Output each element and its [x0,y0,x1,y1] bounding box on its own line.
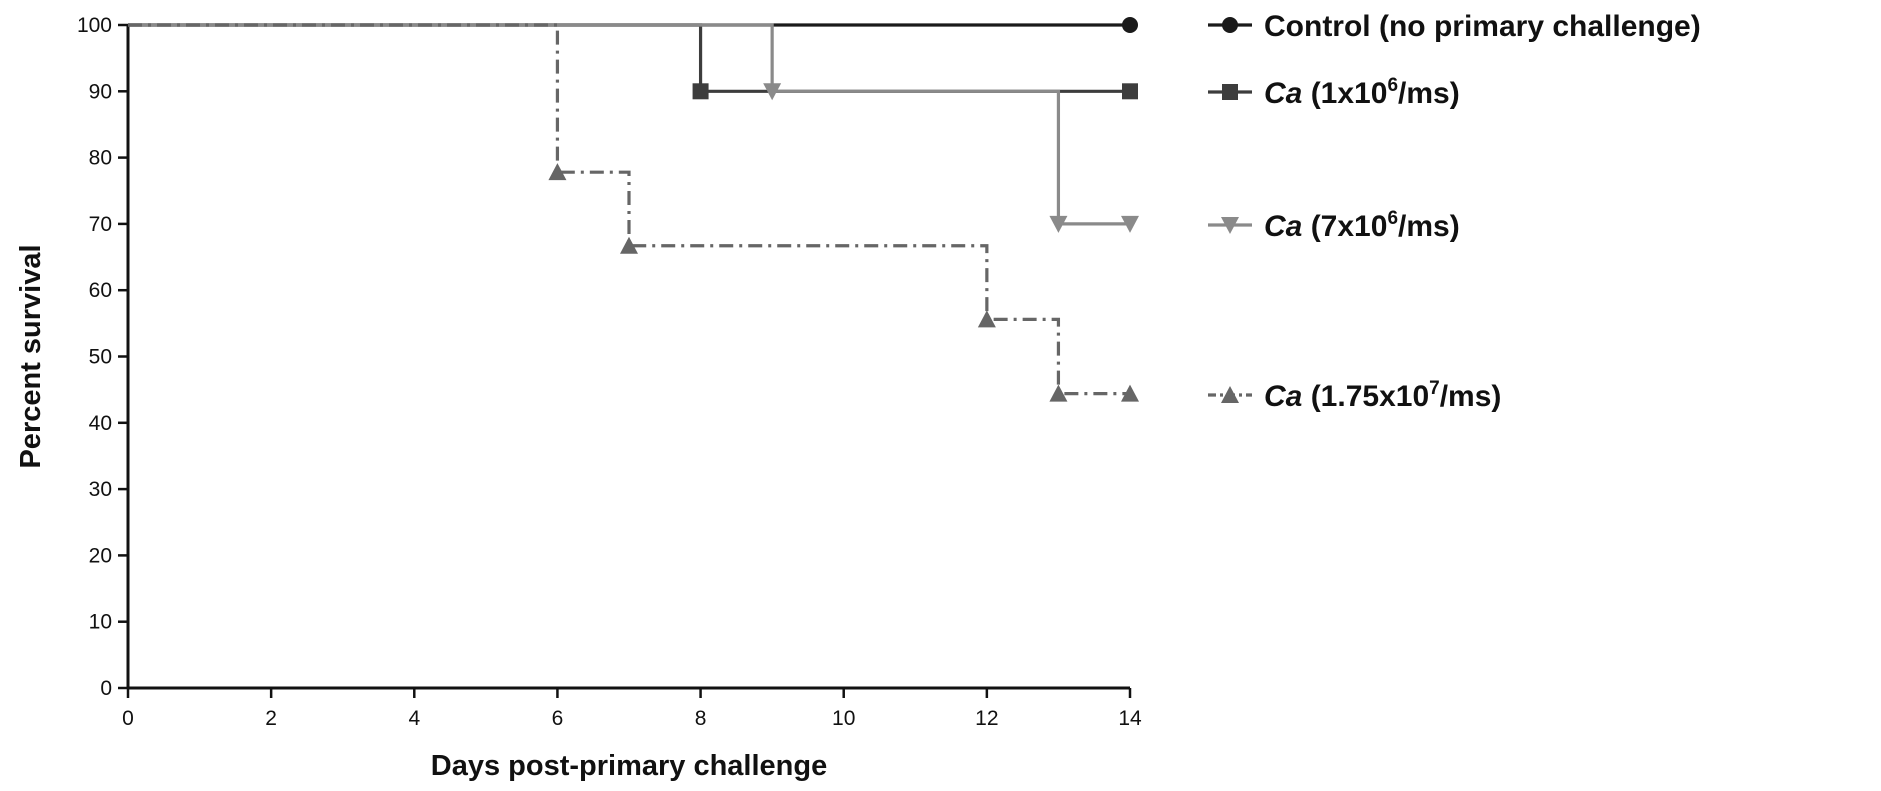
x-tick-label: 4 [408,707,420,730]
legend-marker [1221,386,1239,403]
y-tick-label: 70 [89,213,112,236]
data-point [1122,17,1138,33]
y-tick-label: 10 [89,611,112,634]
x-tick-label: 10 [832,707,855,730]
legend-item-1: Control (no primary challenge) [1208,10,1701,43]
x-tick-label: 0 [122,707,134,730]
data-point [1049,215,1068,233]
y-tick-label: 90 [89,80,112,103]
legend-item-2: Ca (1x106/ms) [1208,75,1460,110]
y-tick-label: 60 [89,279,112,302]
y-axis-title: Percent survival [15,244,47,468]
x-tick-label: 8 [695,707,707,730]
series-2 [128,23,1138,100]
x-tick-label: 2 [265,707,277,730]
plot-area [128,17,1139,402]
y-tick-label: 100 [77,14,112,37]
legend-label: Ca (7x106/ms) [1264,208,1460,243]
data-point [1121,215,1139,233]
y-tick-label: 50 [89,346,112,369]
data-point [548,163,567,181]
legend: Control (no primary challenge) Ca (1x106/… [1208,10,1701,413]
data-point [1121,384,1139,402]
data-point [977,310,996,328]
data-point [1122,83,1138,100]
y-tick-label: 0 [100,677,112,700]
data-point [692,83,709,100]
series-line-4 [128,23,1130,396]
x-axis-title: Days post-primary challenge [431,750,827,782]
series-line-2 [128,23,1130,93]
x-tick-label: 6 [552,707,564,730]
x-tick-label: 14 [1118,707,1142,730]
legend-label: Control (no primary challenge) [1264,10,1701,43]
legend-marker [1222,84,1238,100]
y-tick-label: 40 [89,412,112,435]
series-4 [128,23,1139,402]
series-line-3 [128,23,1130,226]
data-point [620,236,638,254]
y-tick-label: 30 [89,478,112,501]
legend-item-4: Ca (1.75x107/ms) [1208,378,1501,413]
legend-item-3: Ca (7x106/ms) [1208,208,1460,243]
legend-marker [1222,17,1238,33]
data-point [763,83,782,101]
legend-label: Ca (1x106/ms) [1264,75,1460,110]
y-tick-label: 80 [89,147,112,170]
axes: 0 10 20 30 40 50 60 70 80 90 100 0 2 4 6 8 10 12 14 [77,14,1142,730]
legend-marker [1221,217,1239,234]
legend-label: Ca (1.75x107/ms) [1264,378,1501,413]
x-tick-label: 12 [975,707,998,730]
data-point [1049,384,1068,402]
series-3 [128,23,1139,233]
y-tick-label: 20 [89,544,112,567]
